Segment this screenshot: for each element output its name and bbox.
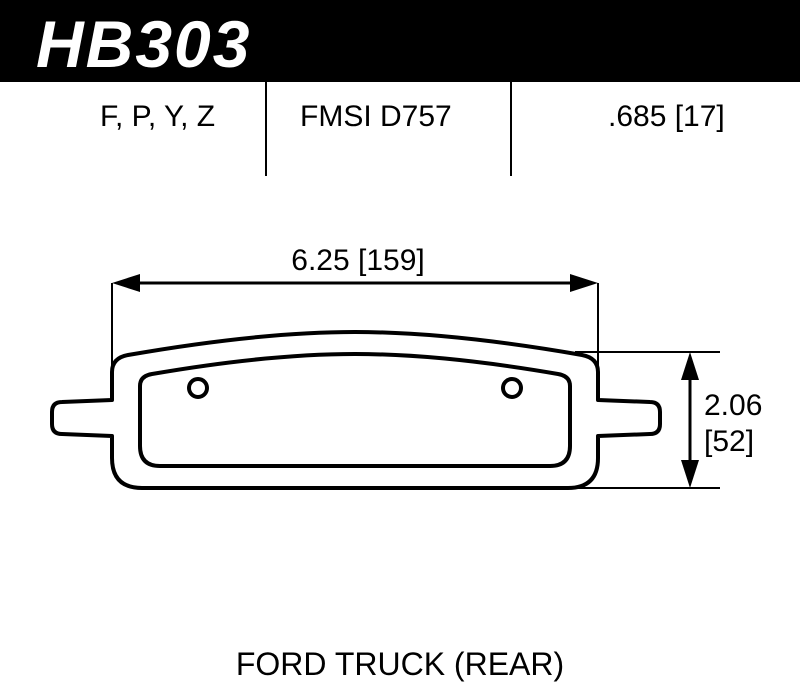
height-dimension: 2.06 [52] [704,388,784,460]
application-label: FORD TRUCK (REAR) [0,646,800,683]
dimension-arrows [0,0,800,691]
height-mm: [52] [704,424,784,460]
width-inches: 6.25 [291,244,349,277]
width-dimension: 6.25 [159] [268,244,448,278]
width-mm: [159] [358,244,425,277]
height-inches: 2.06 [704,388,784,424]
